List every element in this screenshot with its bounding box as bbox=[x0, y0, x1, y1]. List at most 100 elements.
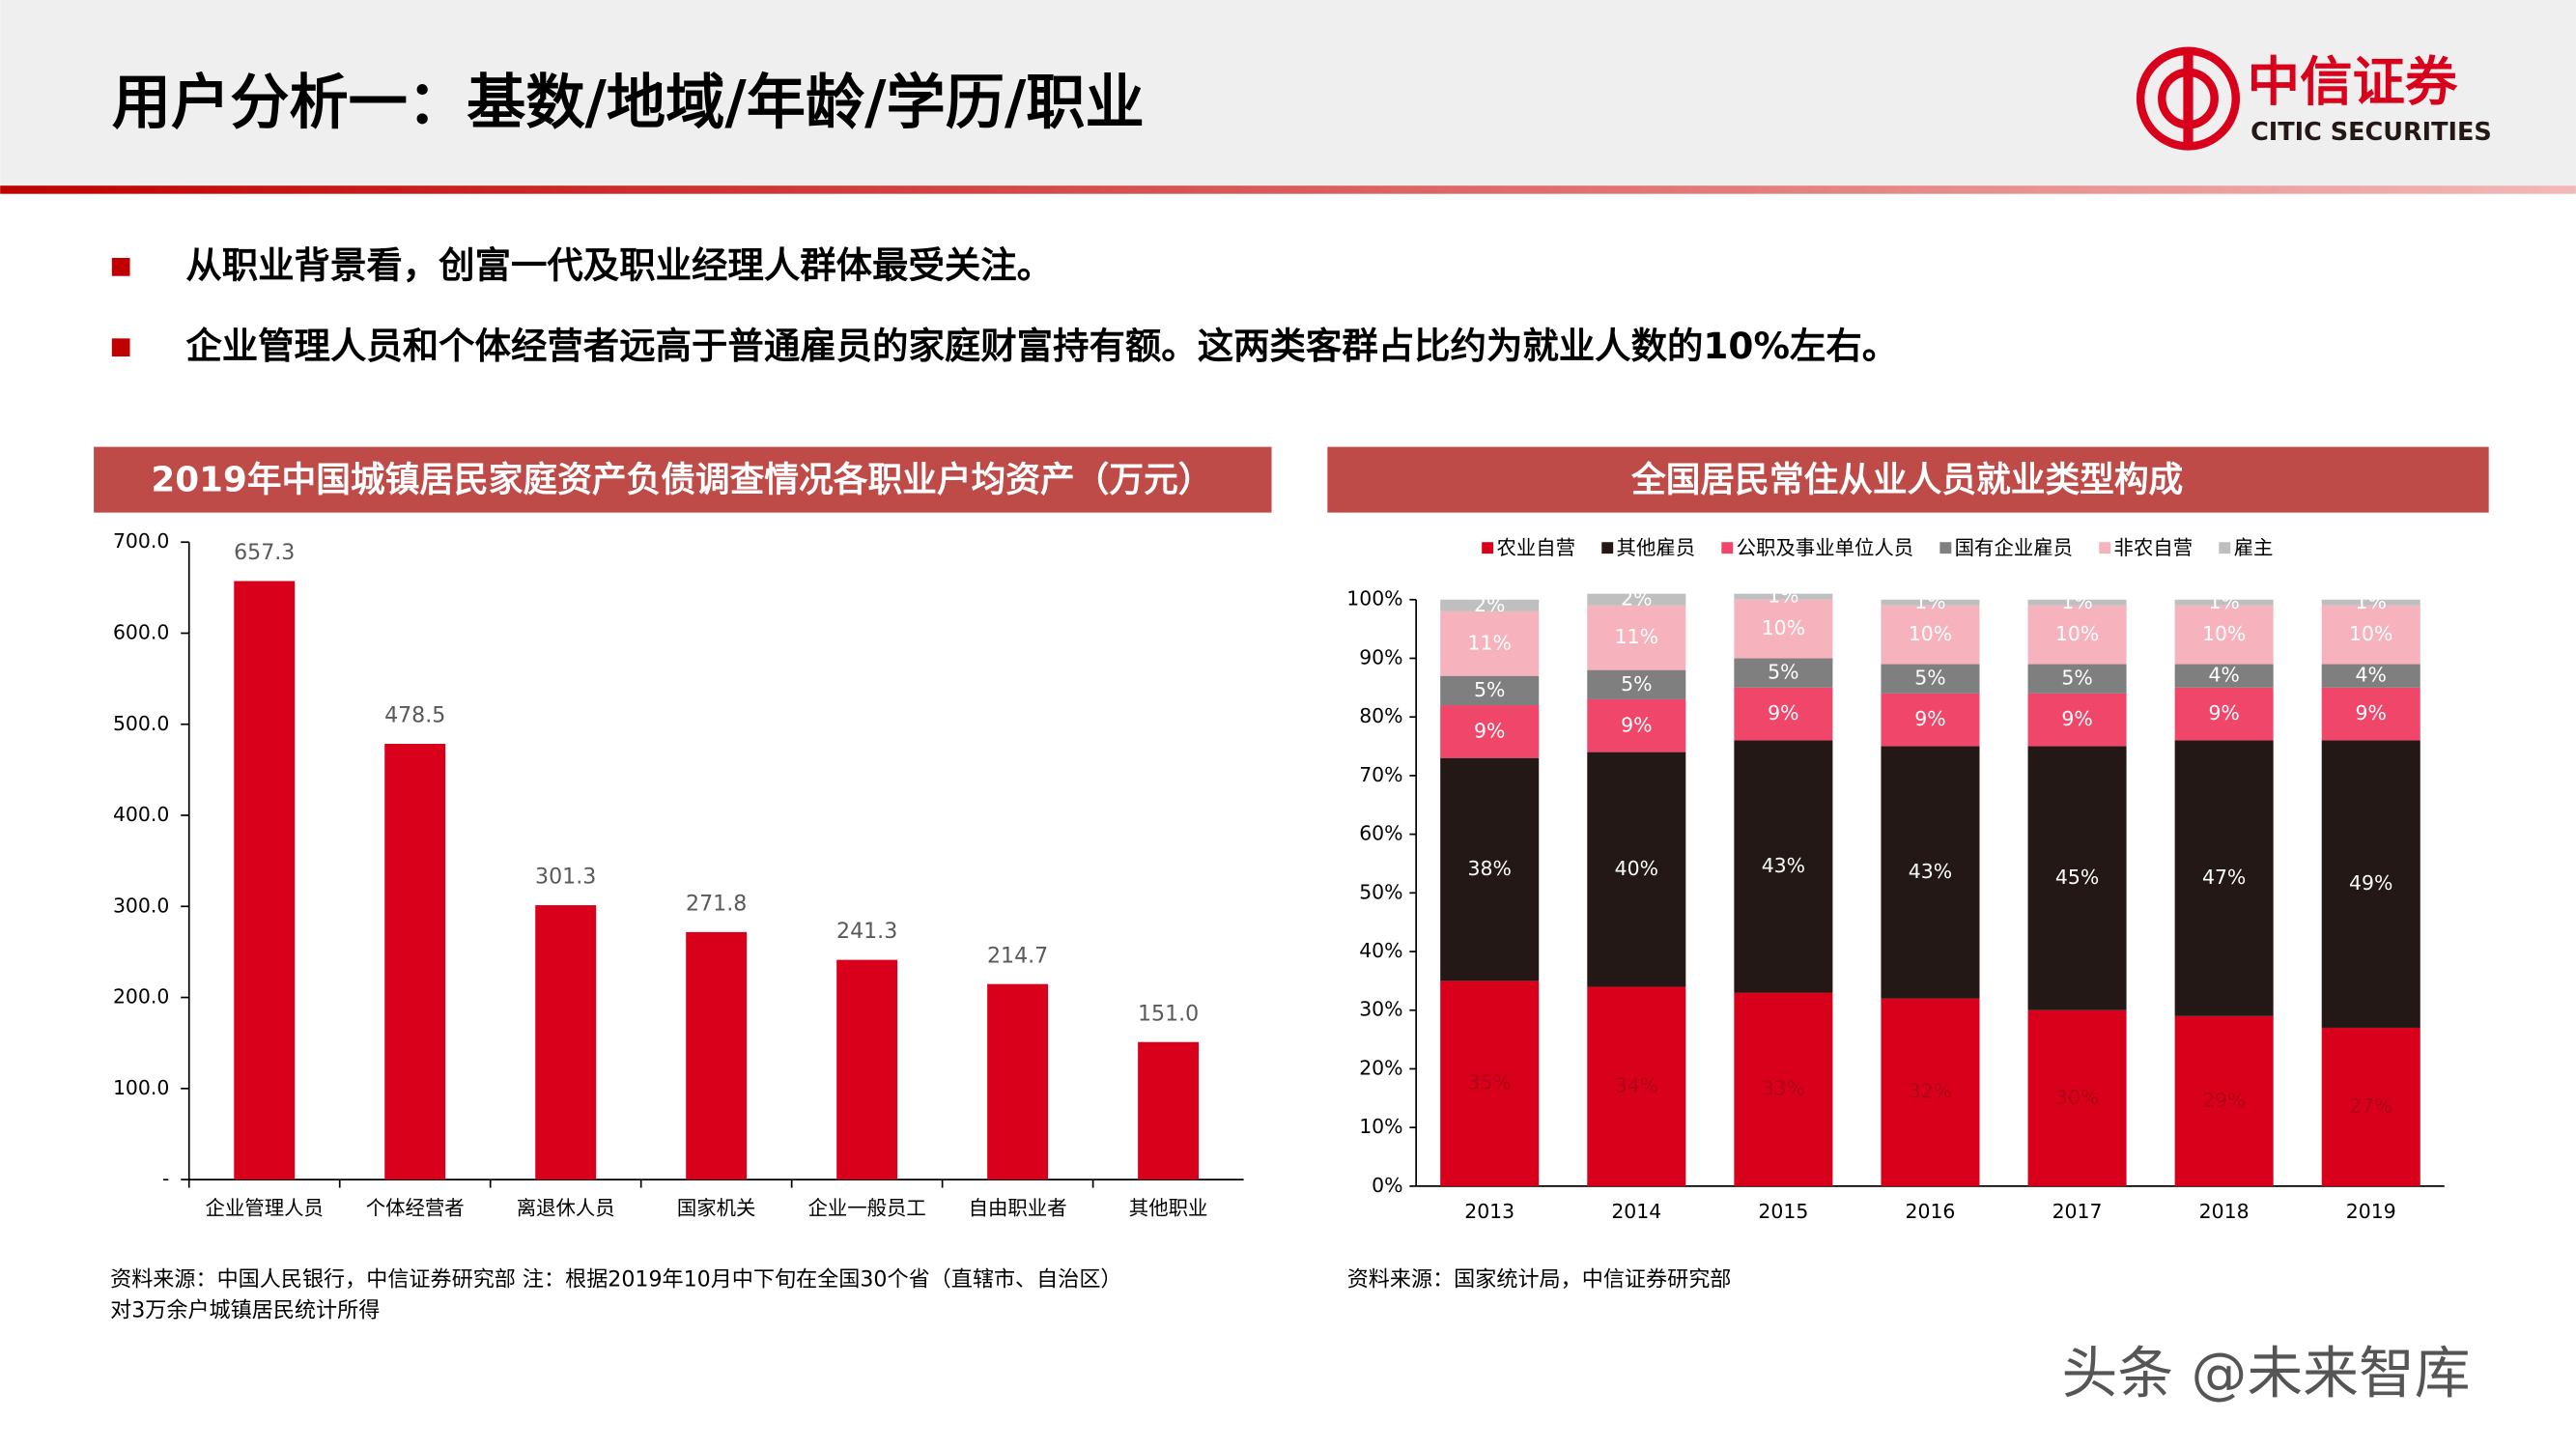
bar bbox=[836, 959, 898, 1180]
legend-swatch bbox=[1482, 542, 1494, 554]
value-label: 214.7 bbox=[987, 943, 1048, 968]
bar-segment bbox=[2027, 599, 2127, 606]
value-label: 32% bbox=[1909, 1080, 1952, 1103]
bullet-marker bbox=[111, 338, 130, 357]
y-tick-label: 100% bbox=[1346, 587, 1402, 611]
bar-segment bbox=[1881, 746, 1980, 999]
value-label: 5% bbox=[1474, 678, 1505, 701]
value-label: 45% bbox=[2055, 866, 2099, 889]
value-label: 43% bbox=[1762, 854, 1805, 877]
value-label: 4% bbox=[2356, 664, 2387, 687]
value-label: 9% bbox=[2356, 701, 2387, 724]
x-tick-label: 离退休人员 bbox=[517, 1197, 615, 1220]
chart-title: 全国居民常住从业人员就业类型构成 bbox=[1630, 460, 2183, 499]
legend-label: 农业自营 bbox=[1496, 536, 1575, 559]
bar-segment bbox=[1734, 599, 1833, 659]
x-tick-label: 企业一般员工 bbox=[807, 1197, 925, 1220]
legend-swatch bbox=[1721, 542, 1734, 554]
page-title: 用户分析一：基数/地域/年龄/学历/职业 bbox=[112, 69, 1145, 137]
header-band bbox=[0, 0, 2576, 186]
bar-segment bbox=[1734, 992, 1833, 1186]
bar-segment bbox=[1587, 593, 1686, 606]
bullet-marker bbox=[111, 258, 130, 276]
legend-swatch bbox=[2099, 542, 2111, 554]
bar-segment bbox=[2174, 1015, 2274, 1186]
y-tick-label: 700.0 bbox=[113, 529, 169, 553]
bar-segment bbox=[2321, 605, 2420, 665]
value-label: 1% bbox=[1914, 590, 1945, 613]
value-label: 271.8 bbox=[686, 891, 747, 916]
value-label: 29% bbox=[2202, 1089, 2246, 1112]
value-label: 27% bbox=[2349, 1094, 2392, 1118]
bar-segment bbox=[1587, 752, 1686, 987]
value-label: 5% bbox=[1621, 672, 1652, 696]
value-label: 1% bbox=[2061, 590, 2092, 613]
logo-bar bbox=[2183, 50, 2194, 147]
value-label: 301.3 bbox=[535, 865, 596, 890]
header-rule bbox=[0, 185, 2576, 194]
bar-segment bbox=[2027, 746, 2127, 1010]
chart-title: 2019年中国城镇居民家庭资产负债调查情况各职业户均资产（万元） bbox=[151, 460, 1212, 499]
value-label: 43% bbox=[1909, 860, 1952, 883]
watermark: 头条 @未来智库 bbox=[2062, 1340, 2471, 1406]
bar-segment bbox=[1734, 687, 1833, 741]
bar bbox=[686, 931, 748, 1180]
source-note: 资料来源：国家统计局，中信证券研究部 bbox=[1347, 1266, 1732, 1292]
value-label: 49% bbox=[2349, 871, 2392, 895]
bar-segment bbox=[1881, 998, 1980, 1186]
bar-segment bbox=[2321, 1027, 2420, 1186]
legend-label: 公职及事业单位人员 bbox=[1737, 536, 1914, 559]
value-label: 9% bbox=[1914, 707, 1945, 730]
x-tick-label: 2018 bbox=[2199, 1200, 2250, 1223]
bullet: 从职业背景看，创富一代及职业经理人群体最受关注。 bbox=[185, 244, 1053, 287]
bar-segment bbox=[1440, 705, 1540, 758]
y-tick-label: 30% bbox=[1359, 998, 1402, 1021]
x-tick-label: 2015 bbox=[1758, 1200, 1808, 1223]
value-label: 9% bbox=[2208, 701, 2239, 724]
bar-segment bbox=[2174, 740, 2274, 1016]
value-label: 33% bbox=[1762, 1077, 1805, 1100]
bar-segment bbox=[2174, 664, 2274, 688]
bar-segment bbox=[1881, 664, 1980, 694]
x-tick-label: 个体经营者 bbox=[366, 1197, 465, 1220]
logo-en: CITIC SECURITIES bbox=[2250, 118, 2492, 147]
value-label: 34% bbox=[1615, 1074, 1658, 1097]
value-label: 11% bbox=[1615, 625, 1658, 648]
legend-label: 非农自营 bbox=[2114, 536, 2194, 559]
y-tick-label: 60% bbox=[1359, 822, 1402, 845]
y-tick-label: 300.0 bbox=[113, 894, 169, 917]
bar-segment bbox=[1734, 593, 1833, 600]
value-label: 151.0 bbox=[1138, 1001, 1199, 1026]
value-label: 10% bbox=[2349, 622, 2392, 645]
y-tick-label: 400.0 bbox=[113, 803, 169, 826]
bar-segment bbox=[2321, 599, 2420, 606]
value-label: 5% bbox=[1914, 667, 1945, 690]
bar-segment bbox=[1440, 675, 1540, 706]
y-tick-label: 70% bbox=[1359, 763, 1402, 786]
value-label: 47% bbox=[2202, 866, 2246, 889]
source-note: 资料来源：中国人民银行，中信证券研究部 注：根据2019年10月中下旬在全国30… bbox=[110, 1266, 1121, 1292]
value-label: 241.3 bbox=[836, 919, 897, 944]
value-label: 10% bbox=[2055, 622, 2099, 645]
value-label: 1% bbox=[1768, 584, 1798, 608]
legend-label: 其他雇员 bbox=[1617, 536, 1696, 559]
bar-segment bbox=[1881, 599, 1980, 606]
legend-swatch bbox=[1939, 542, 1952, 554]
bar-segment bbox=[1587, 698, 1686, 753]
bar bbox=[987, 983, 1049, 1180]
bar-segment bbox=[1587, 986, 1686, 1186]
bar-segment bbox=[1881, 605, 1980, 665]
value-label: 2% bbox=[1474, 593, 1505, 616]
bar-segment bbox=[1734, 658, 1833, 688]
x-tick-label: 企业管理人员 bbox=[206, 1197, 324, 1220]
value-label: 9% bbox=[1474, 719, 1505, 742]
value-label: 657.3 bbox=[234, 540, 295, 565]
value-label: 4% bbox=[2208, 664, 2239, 687]
y-tick-label: 90% bbox=[1359, 645, 1402, 668]
y-tick-label: 50% bbox=[1359, 880, 1402, 903]
y-tick-label: 20% bbox=[1359, 1056, 1402, 1079]
value-label: 9% bbox=[2061, 707, 2092, 730]
bar-segment bbox=[1440, 980, 1540, 1186]
legend-label: 雇主 bbox=[2234, 536, 2274, 559]
value-label: 1% bbox=[2356, 590, 2387, 613]
